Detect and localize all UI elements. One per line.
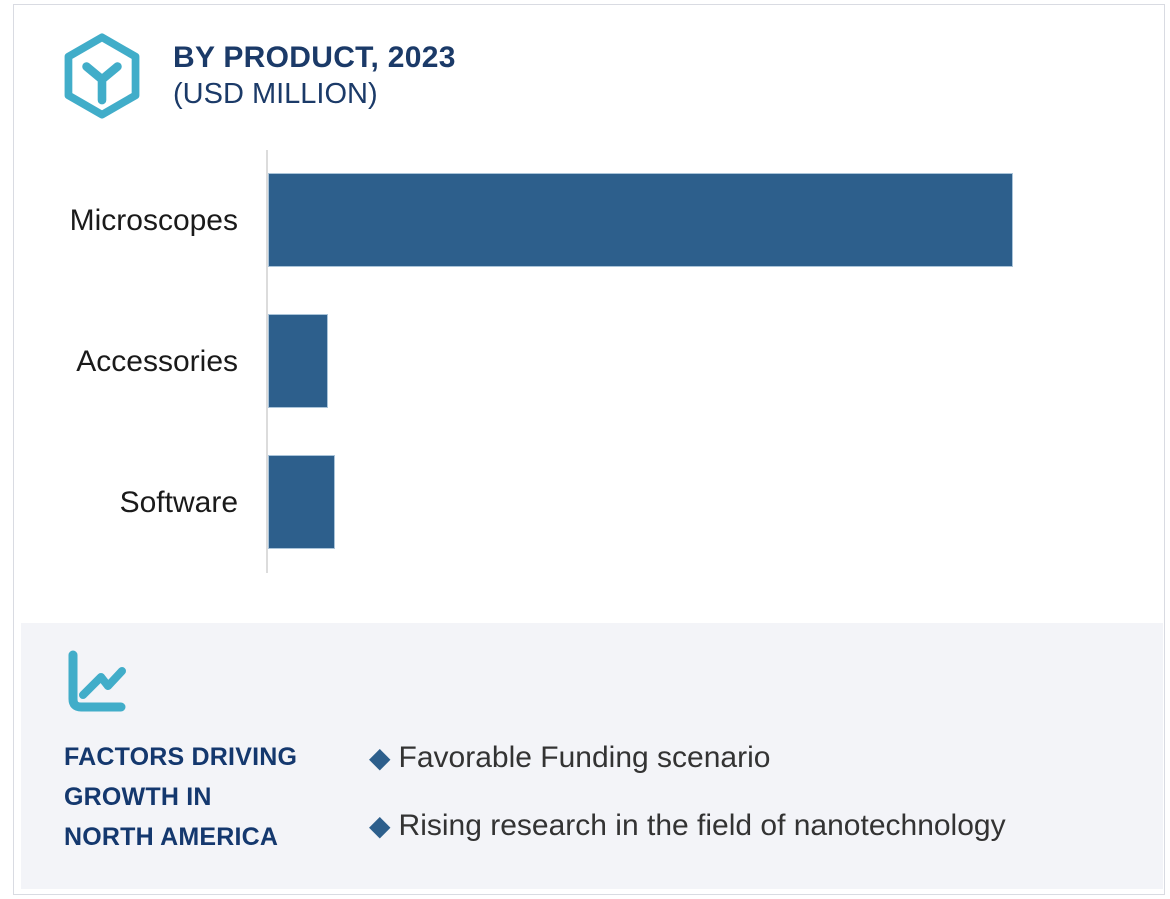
bar-software (268, 455, 336, 549)
chart-row-microscopes: Microscopes (14, 150, 1164, 291)
factors-heading-line: NORTH AMERICA (64, 823, 279, 851)
chart-subtitle: (USD MILLION) (173, 78, 378, 110)
chart-title-block: BY PRODUCT, 2023 (USD MILLION) (173, 39, 456, 112)
chart-title: BY PRODUCT, 2023 (173, 41, 456, 74)
chart-row-software: Software (14, 432, 1164, 573)
factors-heading: FACTORS DRIVING GROWTH IN NORTH AMERICA (64, 737, 374, 857)
factor-bullet-text: Favorable Funding scenario (398, 741, 771, 774)
diamond-bullet-icon: ◆ (369, 810, 391, 841)
factors-bullet-list: ◆ Favorable Funding scenario ◆ Rising resea… (369, 739, 1006, 875)
y-axis-line (266, 150, 268, 573)
category-label: Software (119, 485, 238, 519)
bar-chart-rows: Microscopes Accessories Software (14, 150, 1164, 573)
bar-chart: Microscopes Accessories Software (14, 150, 1164, 573)
factors-heading-line: FACTORS DRIVING (64, 743, 298, 771)
chart-card: BY PRODUCT, 2023 (USD MILLION) Microscop… (13, 4, 1165, 895)
factor-bullet-text: Rising research in the field of nanotech… (398, 809, 1006, 842)
bar-microscopes (268, 173, 1013, 267)
bar-accessories (268, 314, 328, 408)
hexagon-y-logo-icon (64, 33, 140, 119)
line-chart-icon (68, 650, 126, 712)
factor-bullet: ◆ Rising research in the field of nanotec… (369, 807, 1006, 845)
category-label: Microscopes (69, 203, 238, 237)
diamond-bullet-icon: ◆ (369, 742, 391, 773)
factors-heading-line: GROWTH IN (64, 783, 212, 811)
category-label: Accessories (76, 344, 238, 378)
factor-bullet: ◆ Favorable Funding scenario (369, 739, 1006, 777)
factors-panel: FACTORS DRIVING GROWTH IN NORTH AMERICA … (21, 623, 1163, 889)
chart-row-accessories: Accessories (14, 291, 1164, 432)
